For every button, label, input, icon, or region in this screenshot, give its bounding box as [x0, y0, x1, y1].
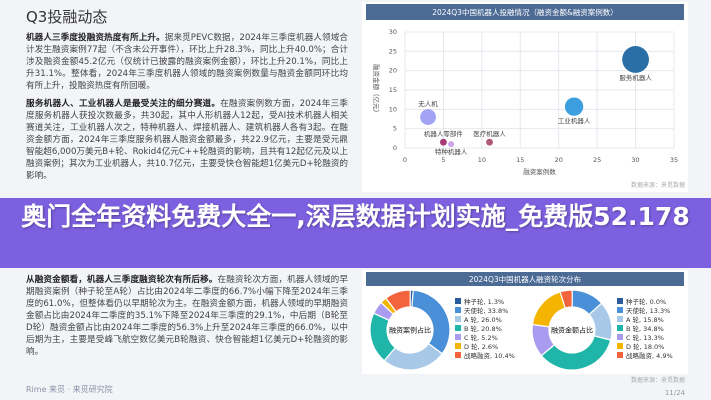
slice-label: 天使轮, 13.3% — [626, 306, 670, 315]
bubble-label: 工业机器人 — [558, 116, 591, 125]
chart-title: 2024Q3中国机器人融资轮次分布 — [469, 274, 582, 284]
x-tick-label: 20 — [555, 156, 563, 164]
x-axis-label: 融资案例数 — [523, 167, 556, 176]
paragraph-investment-heat: 机器人三季度投融资热度有所上升。据来觅PEVC数据，2024年三季度机器人领域合… — [26, 32, 348, 92]
chart-header — [366, 272, 684, 286]
donut-slice — [559, 289, 573, 309]
y-tick-label: 5 — [393, 125, 397, 133]
x-tick-label: 0 — [403, 156, 407, 164]
footer-logo: Rime 来觅 · 来觅研究院 — [26, 385, 113, 394]
x-tick-label: 35 — [670, 156, 678, 164]
chart-title: 2024Q3中国机器人投融情况（融资金额&融资案例数） — [432, 7, 618, 17]
paragraph-segments: 服务机器人、工业机器人是最受关注的细分赛道。在融资案例数方面，2024年三季度服… — [26, 98, 348, 182]
x-tick-label: 30 — [631, 156, 639, 164]
x-tick-label: 10 — [478, 156, 486, 164]
x-tick-label: 25 — [593, 156, 601, 164]
y-tick-label: 10 — [389, 105, 397, 113]
charts-panel: 2024Q3中国机器人投融情况（融资金额&融资案例数） 0 5 10 15 20 25 30 3… — [362, 2, 688, 374]
legend-swatch — [455, 316, 461, 322]
legend-swatch — [617, 343, 623, 349]
chart-header — [366, 4, 684, 20]
legend-swatch — [455, 352, 461, 358]
bubble — [486, 138, 493, 146]
slice-label: B 轮, 34.8% — [626, 324, 664, 333]
legend-swatch — [455, 343, 461, 349]
bubble-label: 无人机 — [418, 99, 438, 108]
slice-label: A 轮, 26.0% — [464, 315, 502, 324]
legend-swatch — [455, 298, 461, 304]
donut-slice — [385, 289, 411, 313]
page-number: 11/24 — [664, 389, 685, 397]
bubble-label: 医疗机器人 — [473, 129, 506, 138]
paragraph-body: 在融资案例数方面，2024年三季度服务机器人获投次数最多，共30起，其中人形机器… — [26, 99, 349, 181]
slice-label: 天使轮, 33.8% — [464, 306, 508, 315]
slice-label: 种子轮, 0.0% — [626, 297, 666, 306]
chart-card — [362, 2, 688, 192]
slice-label: 种子轮, 1.3% — [464, 297, 504, 306]
paragraph-body: 据来觅PEVC数据，2024年三季度机器人领域合计发生融资案例77起（不含未公开… — [26, 33, 348, 91]
legend-swatch — [455, 334, 461, 340]
paragraph-lead: 机器人三季度投融资热度有所上升。 — [26, 33, 165, 43]
slice-label: B 轮, 20.8% — [464, 324, 502, 333]
page-title: Q3投融动态 — [26, 8, 108, 26]
bubble — [622, 46, 649, 73]
overlay-banner — [0, 198, 711, 268]
bubble-label: 特种机器人 — [435, 147, 468, 156]
legend-swatch — [617, 298, 623, 304]
paragraph-lead: 从融资金额看，机器人三季度融资轮次有所后移。 — [26, 275, 218, 285]
legend-swatch — [617, 316, 623, 322]
x-tick-label: 15 — [516, 156, 524, 164]
legend-swatch — [455, 325, 461, 331]
legend-swatch — [617, 325, 623, 331]
legend-swatch — [617, 334, 623, 340]
bubble-label: 机器人零部件 — [424, 129, 464, 138]
banner-text: 奥门全年资料免费大全一,深层数据计划实施_免费版52.178 — [21, 202, 690, 231]
x-tick-label: 5 — [441, 156, 445, 164]
donut-center-label: 融资金额占比 — [551, 326, 593, 335]
legend-swatch — [617, 307, 623, 313]
bubble — [420, 109, 436, 125]
donut-center-label: 融资案例占比 — [389, 326, 431, 335]
paragraph-lead: 服务机器人、工业机器人是最受关注的细分赛道。 — [26, 99, 221, 109]
slice-label: D 轮, 2.6% — [464, 342, 498, 351]
y-tick-label: 15 — [389, 86, 397, 94]
y-axis-label: 融资金额（亿元） — [372, 64, 381, 116]
bubble — [439, 138, 447, 146]
data-source: 数据来源：来觅数据 — [630, 182, 685, 189]
paragraph-body: 在融资轮次方面，机器人领域的早期融资案例（种子轮至A轮）占比由2024年二季度的… — [26, 275, 348, 357]
legend-swatch — [617, 352, 623, 358]
y-tick-label: 25 — [389, 47, 397, 55]
bubble-label: 服务机器人 — [619, 73, 652, 82]
slice-label: 战略融资, 4.9% — [626, 351, 673, 360]
paragraph-rounds: 从融资金额看，机器人三季度融资轮次有所后移。在融资轮次方面，机器人领域的早期融资… — [26, 274, 348, 358]
y-tick-label: 20 — [389, 67, 397, 75]
slice-label: A 轮, 15.8% — [626, 315, 664, 324]
bubble — [564, 97, 584, 116]
slice-label: C 轮, 5.2% — [464, 333, 498, 342]
y-tick-label: 0 — [393, 144, 397, 152]
legend-swatch — [455, 307, 461, 313]
slice-label: C 轮, 13.3% — [626, 333, 664, 342]
data-source: 数据来源：来觅数据 — [630, 377, 685, 384]
bubble — [448, 141, 455, 148]
slice-label: D 轮, 18.0% — [626, 342, 664, 351]
slice-label: 战略融资, 10.4% — [464, 351, 515, 360]
y-tick-label: 30 — [389, 28, 397, 36]
